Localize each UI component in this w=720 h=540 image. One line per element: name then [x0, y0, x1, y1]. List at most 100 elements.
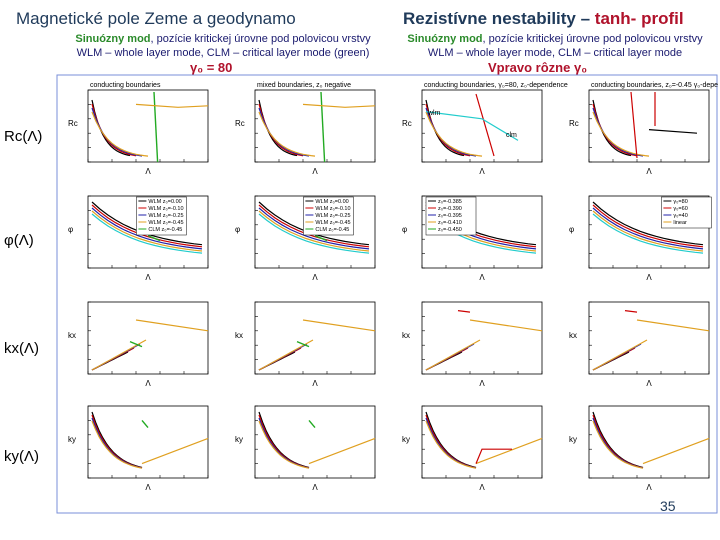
phi-curve: [592, 207, 704, 250]
phi-curve: [258, 210, 370, 252]
legend-entry: WLM z₀=-0.45: [315, 220, 350, 226]
y-axis-label: ky: [402, 435, 410, 444]
legend-entry: γ₀=60: [673, 206, 687, 212]
row-label-kx: kx(Λ): [4, 340, 40, 357]
x-axis-label: Λ: [479, 273, 485, 282]
kx-curve: [425, 339, 481, 371]
x-axis-label: Λ: [646, 379, 652, 388]
y-axis-label: φ: [402, 225, 407, 234]
kx-curve-orange: [135, 319, 209, 332]
x-axis-label: Λ: [145, 483, 151, 492]
x-axis-label: Λ: [646, 483, 652, 492]
plot-frame: [254, 89, 376, 163]
phi-curve: [258, 204, 370, 248]
rc-curve-red: [630, 91, 638, 159]
y-axis-label: φ: [68, 225, 73, 234]
x-axis-label: Λ: [312, 167, 318, 176]
ky-curve-red: [475, 448, 512, 464]
legend-entry: WLM z₀=0.00: [148, 199, 181, 205]
x-axis-label: Λ: [646, 273, 652, 282]
plot-frame: [588, 89, 710, 163]
x-axis-label: Λ: [312, 379, 318, 388]
x-axis-label: Λ: [145, 167, 151, 176]
legend-entry: WLM z₀=-0.45: [148, 220, 183, 226]
rc-curve-red: [475, 93, 495, 157]
annotation-clm: clm: [506, 132, 517, 139]
slide-title-right: Rezistívne nestability – tanh- profil: [403, 9, 684, 29]
y-axis-label: ky: [235, 435, 243, 444]
y-axis-label: kx: [235, 331, 243, 340]
ky-curve: [425, 420, 477, 469]
annotation-wlm: wlm: [427, 110, 441, 117]
rc-curve-black: [648, 129, 698, 134]
rc-curve-cyan: [425, 111, 519, 141]
mode-name-right: Sinuózny mod: [407, 33, 483, 45]
gamma-right-label: Vpravo rôzne γ₀: [488, 60, 588, 75]
kx-curve-orange: [636, 319, 710, 332]
legend-box: [661, 196, 712, 229]
legend-entry: WLM z₀=-0.10: [148, 206, 183, 212]
rc-curve: [258, 111, 316, 157]
legend-entry: z₀=-0.385: [438, 199, 462, 205]
legend-entry: WLM z₀=-0.10: [315, 206, 350, 212]
legend-entry: z₀=-0.410: [438, 220, 462, 226]
legend-entry: linear: [673, 220, 687, 226]
kx-curve-orange: [469, 319, 543, 332]
row-label-rc: Rc(Λ): [4, 128, 43, 145]
ky-curve-orange: [141, 437, 209, 465]
phi-curve: [592, 201, 704, 246]
legend-entry: WLM z₀=-0.25: [315, 213, 350, 219]
y-axis-label: φ: [569, 225, 574, 234]
y-axis-label: ky: [569, 435, 577, 444]
panel-header: conducting boundaries: [90, 82, 161, 89]
subtitle-right-line1: , pozície kritickej úrovne pod polovicou…: [482, 33, 703, 45]
legend-entry: z₀=-0.395: [438, 213, 462, 219]
phi-clm-curve: [314, 234, 328, 242]
row-label-phi: φ(Λ): [4, 232, 34, 249]
plot-frame: [87, 405, 209, 479]
kx-curve: [592, 339, 648, 371]
phi-curve: [592, 210, 704, 252]
y-axis-label: Rc: [235, 119, 245, 128]
kx-clm-curve: [296, 340, 310, 348]
x-axis-label: Λ: [479, 483, 485, 492]
x-axis-label: Λ: [145, 273, 151, 282]
legend-entry: WLM z₀=-0.25: [148, 213, 183, 219]
phi-curve: [258, 207, 370, 250]
ky-clm-curve: [141, 419, 149, 429]
x-axis-label: Λ: [479, 167, 485, 176]
legend-entry: CLM z₀=-0.45: [315, 227, 349, 233]
plot-frame: [87, 89, 209, 163]
phi-curve: [592, 204, 704, 248]
ky-curve: [91, 420, 143, 469]
y-axis-label: Rc: [402, 119, 412, 128]
subtitle-left-line2: WLM – whole layer mode, CLM – critical l…: [76, 47, 370, 59]
y-axis-label: Rc: [569, 119, 579, 128]
ky-clm-curve: [308, 419, 316, 429]
subtitle-left-line1: , pozície kritickej úrovne pod polovicou…: [150, 33, 371, 45]
phi-curve: [258, 213, 370, 254]
plot-frame: [254, 405, 376, 479]
rc-curve: [592, 111, 650, 157]
subtitle-left: Sinuózny mod, pozície kritickej úrovne p…: [58, 32, 388, 60]
phi-curve: [592, 213, 704, 254]
rc-curve: [425, 111, 483, 157]
panel-header: conducting boundaries, γ₀=80, z₀-depende…: [424, 82, 568, 89]
panel-header: mixed boundaries, z₀ negative: [257, 82, 351, 89]
x-axis-label: Λ: [646, 167, 652, 176]
mode-name-left: Sinuózny mod: [75, 33, 151, 45]
kx-curve-orange: [302, 319, 376, 332]
row-label-ky: ky(Λ): [4, 448, 40, 465]
ky-curve-orange: [308, 437, 376, 465]
title-right-accent: tanh- profil: [594, 9, 684, 28]
legend-entry: CLM z₀=-0.45: [148, 227, 182, 233]
legend-entry: γ₀=40: [673, 213, 687, 219]
figure-panels: Λ Rc conducting boundaries Λ Rc mixed boundar…: [56, 74, 718, 514]
figure-frame: [56, 74, 718, 514]
x-axis-label: Λ: [145, 379, 151, 388]
y-axis-label: kx: [402, 331, 410, 340]
plot-frame: [588, 405, 710, 479]
slide-title-left: Magnetické pole Zeme a geodynamo: [16, 9, 296, 28]
plot-frame: [421, 89, 543, 163]
clm-curve: [153, 91, 159, 163]
